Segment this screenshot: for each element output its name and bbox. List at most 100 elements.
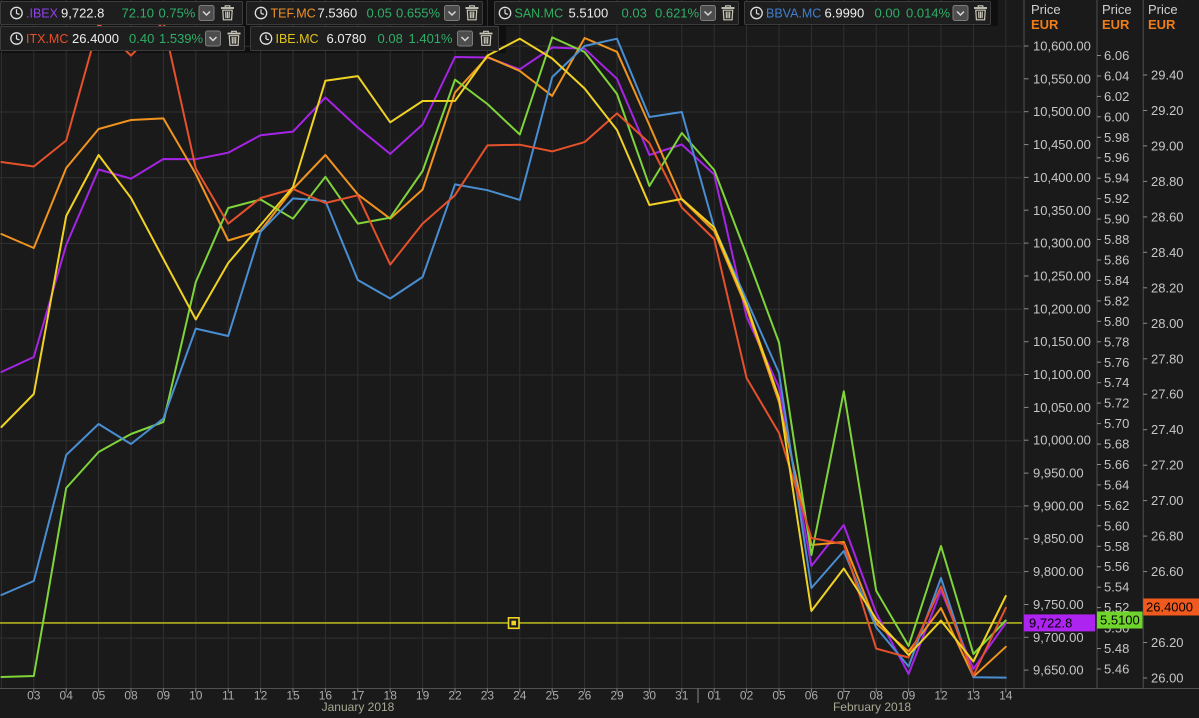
svg-text:IBE.MC: IBE.MC [276, 32, 319, 46]
svg-text:6.02: 6.02 [1104, 89, 1129, 104]
svg-text:9,750.00: 9,750.00 [1033, 597, 1084, 612]
svg-text:03: 03 [27, 689, 41, 703]
svg-text:0.00: 0.00 [875, 6, 900, 21]
svg-text:26.20: 26.20 [1151, 635, 1184, 650]
svg-text:08: 08 [124, 689, 138, 703]
svg-text:29.40: 29.40 [1151, 68, 1184, 83]
svg-text:26.80: 26.80 [1151, 529, 1184, 544]
svg-text:5.84: 5.84 [1104, 273, 1129, 288]
svg-text:5.46: 5.46 [1104, 662, 1129, 677]
svg-text:15: 15 [286, 689, 300, 703]
svg-text:7.5360: 7.5360 [318, 6, 358, 21]
svg-text:5.96: 5.96 [1104, 150, 1129, 165]
svg-text:29.00: 29.00 [1151, 138, 1184, 153]
svg-text:07: 07 [837, 689, 851, 703]
svg-text:05: 05 [772, 689, 786, 703]
svg-text:06: 06 [805, 689, 819, 703]
svg-text:1.401%: 1.401% [409, 31, 454, 46]
svg-text:5.90: 5.90 [1104, 212, 1129, 227]
svg-text:5.94: 5.94 [1104, 171, 1129, 186]
svg-text:18: 18 [384, 689, 398, 703]
svg-text:10,050.00: 10,050.00 [1033, 400, 1091, 415]
svg-text:6.06: 6.06 [1104, 48, 1129, 63]
svg-text:5.52: 5.52 [1104, 600, 1129, 615]
svg-text:10: 10 [189, 689, 203, 703]
svg-text:10,200.00: 10,200.00 [1033, 301, 1091, 316]
svg-text:10,300.00: 10,300.00 [1033, 236, 1091, 251]
svg-text:19: 19 [416, 689, 430, 703]
svg-text:Price: Price [1031, 2, 1061, 17]
svg-text:5.66: 5.66 [1104, 457, 1129, 472]
svg-text:28.00: 28.00 [1151, 316, 1184, 331]
svg-text:27.60: 27.60 [1151, 387, 1184, 402]
svg-text:6.00: 6.00 [1104, 109, 1129, 124]
svg-text:25: 25 [546, 689, 560, 703]
svg-text:5.88: 5.88 [1104, 232, 1129, 247]
svg-text:EUR: EUR [1031, 17, 1059, 32]
svg-text:Price: Price [1102, 2, 1132, 17]
svg-text:February 2018: February 2018 [833, 700, 911, 714]
svg-text:0.40: 0.40 [129, 31, 154, 46]
svg-text:ITX.MC: ITX.MC [26, 32, 68, 46]
svg-text:5.68: 5.68 [1104, 437, 1129, 452]
svg-text:29.20: 29.20 [1151, 103, 1184, 118]
svg-text:9,722.8: 9,722.8 [61, 6, 104, 21]
svg-text:0.621%: 0.621% [655, 6, 700, 21]
svg-text:1.539%: 1.539% [159, 31, 204, 46]
svg-text:26: 26 [578, 689, 592, 703]
svg-text:10,250.00: 10,250.00 [1033, 269, 1091, 284]
svg-text:5.5100: 5.5100 [1100, 612, 1140, 627]
svg-text:27.40: 27.40 [1151, 422, 1184, 437]
svg-text:0.655%: 0.655% [396, 6, 441, 21]
svg-text:EUR: EUR [1102, 17, 1130, 32]
svg-text:04: 04 [60, 689, 74, 703]
svg-text:23: 23 [481, 689, 495, 703]
svg-text:01: 01 [708, 689, 722, 703]
svg-text:5.74: 5.74 [1104, 375, 1129, 390]
svg-text:10,600.00: 10,600.00 [1033, 39, 1091, 54]
svg-text:27.20: 27.20 [1151, 458, 1184, 473]
svg-text:27.80: 27.80 [1151, 351, 1184, 366]
svg-text:29: 29 [610, 689, 624, 703]
svg-text:5.72: 5.72 [1104, 396, 1129, 411]
svg-text:5.5100: 5.5100 [569, 6, 609, 21]
svg-text:10,400.00: 10,400.00 [1033, 170, 1091, 185]
svg-text:17: 17 [351, 689, 365, 703]
svg-text:5.70: 5.70 [1104, 416, 1129, 431]
svg-text:5.82: 5.82 [1104, 293, 1129, 308]
svg-text:TEF.MC: TEF.MC [271, 7, 316, 21]
svg-text:0.03: 0.03 [622, 6, 647, 21]
svg-text:5.54: 5.54 [1104, 580, 1129, 595]
svg-text:5.60: 5.60 [1104, 518, 1129, 533]
svg-text:31: 31 [675, 689, 689, 703]
svg-text:08: 08 [870, 689, 884, 703]
svg-text:5.58: 5.58 [1104, 539, 1129, 554]
svg-text:11: 11 [222, 689, 235, 703]
svg-text:10,500.00: 10,500.00 [1033, 104, 1091, 119]
svg-text:05: 05 [92, 689, 106, 703]
svg-text:0.05: 0.05 [367, 6, 392, 21]
svg-text:26.60: 26.60 [1151, 564, 1184, 579]
svg-text:6.0780: 6.0780 [327, 31, 367, 46]
svg-text:16: 16 [319, 689, 333, 703]
svg-text:22: 22 [448, 689, 462, 703]
svg-text:10,550.00: 10,550.00 [1033, 71, 1091, 86]
svg-text:6.04: 6.04 [1104, 69, 1129, 84]
svg-text:5.62: 5.62 [1104, 498, 1129, 513]
svg-text:9,722.8: 9,722.8 [1029, 615, 1072, 630]
svg-text:0.014%: 0.014% [906, 6, 951, 21]
svg-text:5.86: 5.86 [1104, 253, 1129, 268]
svg-text:28.60: 28.60 [1151, 209, 1184, 224]
svg-text:5.80: 5.80 [1104, 314, 1129, 329]
svg-text:10,000.00: 10,000.00 [1033, 433, 1091, 448]
svg-text:26.00: 26.00 [1151, 671, 1184, 686]
svg-text:9,700.00: 9,700.00 [1033, 630, 1084, 645]
svg-text:28.80: 28.80 [1151, 174, 1184, 189]
svg-text:0.08: 0.08 [378, 31, 403, 46]
svg-text:13: 13 [967, 689, 981, 703]
svg-text:5.48: 5.48 [1104, 641, 1129, 656]
svg-text:10,450.00: 10,450.00 [1033, 137, 1091, 152]
svg-text:26.4000: 26.4000 [1146, 599, 1193, 614]
svg-text:72.10: 72.10 [122, 6, 155, 21]
svg-text:09: 09 [902, 689, 916, 703]
